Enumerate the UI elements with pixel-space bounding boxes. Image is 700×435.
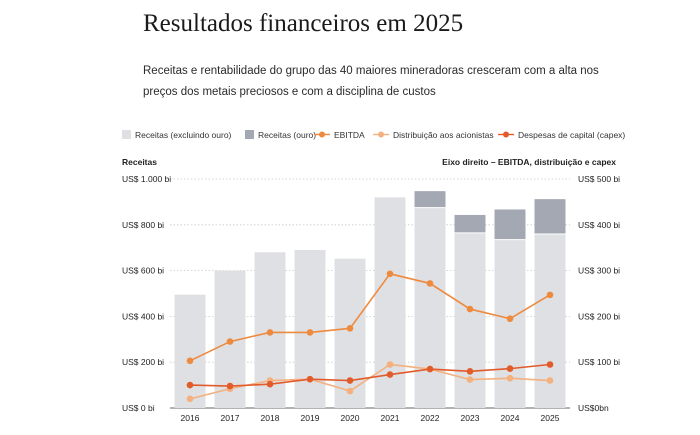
left-tick-label: US$ 1.000 bi [122,174,171,184]
right-tick-label: US$0bn [578,403,609,413]
left-axis: US$ 0 bi US$ 200 bi US$ 400 bi US$ 600 bi US… [122,174,171,413]
point-capex-2019 [306,375,314,383]
chart-legend: Receitas (excluindo ouro) Receitas (ouro)… [122,130,625,140]
point-ebitda-2021 [386,270,394,278]
point-capex-2018 [266,380,274,388]
legend-marker [319,131,325,138]
point-capex-2022 [426,365,434,373]
bar-excl-2022 [414,207,446,408]
x-tick-label: 2022 [421,413,440,423]
legend-item-distribuicao: Distribuição aos acionistas [373,130,494,140]
point-capex-2025 [546,361,554,368]
line-capex [189,363,551,387]
right-tick-label: US$ 100 bi [578,357,620,367]
x-tick-label: 2024 [501,413,520,423]
point-ebitda-2025 [546,291,554,299]
point-distribuicao-2021 [386,361,394,368]
right-axis-title: Eixo direito – EBITDA, distribuição e ca… [442,157,616,167]
right-tick-label: US$ 200 bi [578,311,620,321]
legend-swatch [245,130,254,139]
x-tick-label: 2018 [261,413,280,423]
left-axis-title: Receitas [122,157,157,167]
right-tick-label: US$ 500 bi [578,174,620,184]
bar-ouro-2023 [454,214,486,233]
point-distribuicao-2024 [506,374,514,382]
x-axis: 2016 2017 2018 2019 2020 2021 2022 2023 2024 2025 [181,413,560,423]
bar-excl-2024 [494,239,526,408]
x-tick-label: 2023 [461,413,480,423]
left-tick-label: US$ 0 bi [122,403,155,413]
bar-excl-2016 [174,294,206,408]
legend-item-receitas-excl-ouro: Receitas (excluindo ouro) [122,130,232,140]
point-distribuicao-2023 [466,376,474,383]
point-ebitda-2023 [466,305,474,313]
legend-label: Despesas de capital (capex) [518,130,625,140]
point-ebitda-2022 [426,280,434,287]
bar-ouro-2024 [494,209,526,240]
x-tick-label: 2017 [221,413,240,423]
left-tick-label: US$ 400 bi [122,311,164,321]
bar-series [174,191,566,408]
legend-swatch [122,130,131,139]
legend-item-capex: Despesas de capital (capex) [498,130,625,140]
point-capex-2020 [346,377,354,384]
x-tick-label: 2021 [381,413,400,423]
point-ebitda-2016 [186,357,194,365]
legend-marker [378,131,384,138]
right-axis: US$0bn US$ 100 bi US$ 200 bi US$ 300 bi US$ … [578,174,620,413]
left-tick-label: US$ 600 bi [122,266,164,276]
legend-label: EBITDA [334,130,365,140]
legend-marker [503,131,509,138]
x-tick-label: 2020 [341,413,360,423]
point-distribuicao-2016 [186,395,194,403]
bar-ouro-2025 [534,199,566,234]
x-tick-label: 2019 [301,413,320,423]
right-tick-label: US$ 300 bi [578,266,620,276]
bar-excl-2020 [334,258,366,408]
point-ebitda-2018 [266,329,274,336]
x-tick-label: 2016 [181,413,200,423]
legend-label: Receitas (excluindo ouro) [135,130,232,140]
point-ebitda-2019 [306,329,314,336]
point-ebitda-2024 [506,315,514,322]
chart-subtitle: Receitas e rentabilidade do grupo das 40… [143,65,599,98]
bar-ouro-2022 [414,191,446,208]
point-ebitda-2017 [226,338,234,345]
right-tick-label: US$ 400 bi [578,220,620,230]
bar-excl-2019 [294,249,326,408]
point-distribuicao-2020 [346,387,354,395]
point-distribuicao-2025 [546,377,554,384]
legend-label: Receitas (ouro) [258,130,316,140]
legend-item-receitas-ouro: Receitas (ouro) [245,130,316,140]
point-capex-2024 [506,365,514,372]
line-series [186,270,554,403]
point-capex-2017 [226,382,234,390]
legend-item-ebitda: EBITDA [314,130,365,140]
chart-title: Resultados financeiros em 2025 [143,10,464,37]
line-ebitda [189,272,551,362]
point-ebitda-2020 [346,325,354,332]
point-capex-2016 [186,381,194,389]
point-capex-2021 [386,371,394,378]
x-tick-label: 2025 [541,413,560,423]
left-tick-label: US$ 800 bi [122,220,164,230]
point-capex-2023 [466,368,474,375]
left-tick-label: US$ 200 bi [122,357,164,367]
legend-label: Distribuição aos acionistas [393,130,494,140]
